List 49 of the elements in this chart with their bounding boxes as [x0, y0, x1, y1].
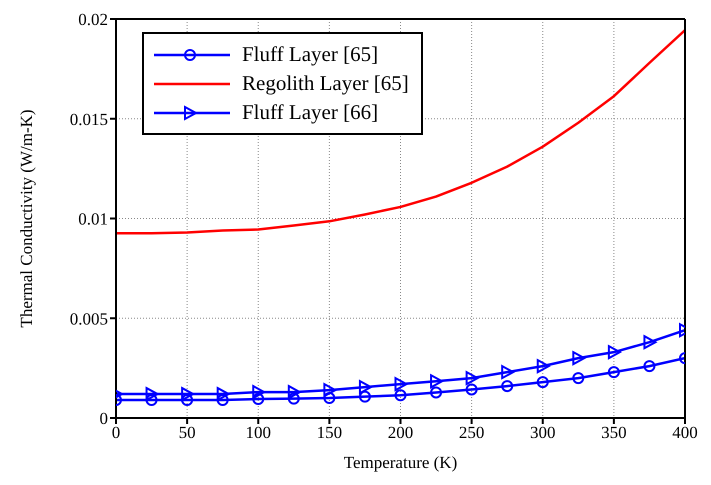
point [358, 380, 372, 394]
point [430, 386, 442, 398]
y-tick-label: 0.005 [70, 309, 108, 328]
point [181, 387, 194, 402]
point [358, 390, 371, 403]
point [572, 372, 584, 384]
point [288, 385, 301, 400]
point [643, 360, 656, 372]
legend-label: Fluff Layer [65] [242, 42, 378, 67]
point [216, 387, 230, 402]
y-tick-label: 0.02 [78, 10, 108, 30]
y-tick-label: 0.01 [78, 210, 108, 229]
x-axis-title: Temperature (K) [344, 453, 458, 472]
point [288, 392, 300, 405]
point [608, 345, 621, 360]
x-tick-label: 300 [530, 423, 556, 442]
y-axis-title: Thermal Conductivity (W/m-K) [17, 109, 36, 328]
x-tick-label: 150 [316, 423, 342, 442]
line-series [116, 28, 685, 235]
x-tick-label: 350 [601, 423, 627, 442]
x-tick-label: 50 [178, 423, 196, 442]
point [466, 371, 479, 386]
point [466, 383, 478, 396]
point [430, 374, 444, 388]
point [323, 392, 336, 404]
point [536, 376, 549, 388]
x-tick-label: 250 [458, 423, 484, 442]
point [146, 394, 158, 406]
y-tick-label: 0 [100, 409, 108, 428]
point [643, 335, 656, 350]
point [501, 365, 514, 380]
y-tick-label: 0.015 [70, 110, 108, 129]
x-tick-label: 200 [388, 423, 414, 442]
point [146, 387, 159, 402]
legend-label: Fluff Layer [66] [242, 100, 378, 125]
point [572, 351, 586, 366]
point [394, 389, 406, 402]
point [252, 385, 266, 400]
x-tick-label: 400 [672, 423, 698, 442]
x-tick-label: 0 [112, 423, 120, 442]
legend-label: Regolith Layer [65] [242, 71, 409, 96]
point [536, 359, 550, 374]
x-tick-label: 100 [246, 423, 271, 442]
point [181, 394, 194, 406]
point [394, 377, 408, 392]
point [252, 393, 264, 406]
point [501, 380, 514, 392]
point [608, 366, 620, 378]
point [323, 383, 336, 398]
